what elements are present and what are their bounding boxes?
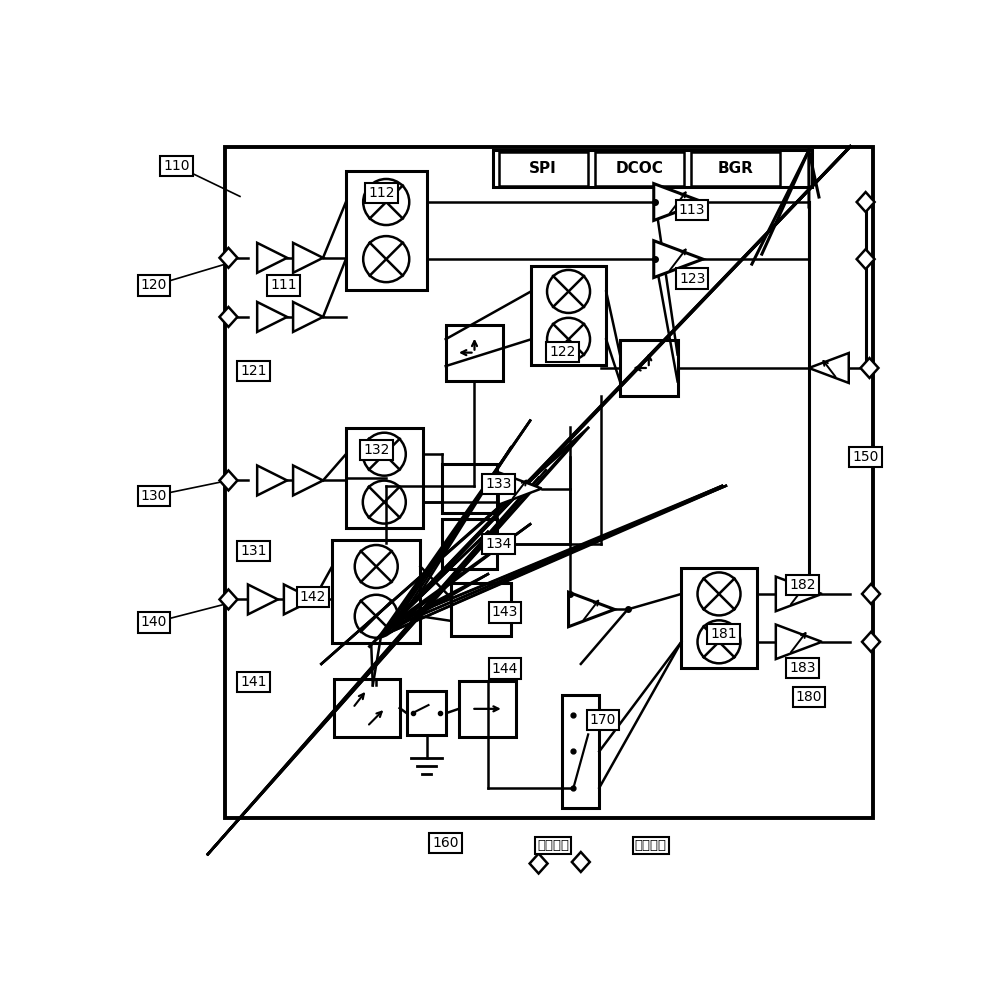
Bar	[334, 679, 400, 737]
Bar	[620, 340, 678, 396]
Polygon shape	[809, 353, 849, 383]
Text: 140: 140	[141, 615, 167, 629]
Polygon shape	[257, 302, 287, 332]
Text: 123: 123	[679, 271, 705, 285]
Bar	[346, 429, 423, 528]
Polygon shape	[293, 466, 323, 496]
Polygon shape	[776, 576, 822, 611]
Bar	[332, 539, 420, 643]
Text: 112: 112	[368, 185, 394, 199]
Text: 143: 143	[492, 605, 518, 619]
Bar	[562, 695, 599, 809]
Text: 160: 160	[432, 835, 459, 849]
Bar	[346, 171, 427, 290]
Text: 180: 180	[796, 690, 822, 704]
Polygon shape	[219, 471, 237, 491]
Polygon shape	[862, 584, 880, 604]
Bar	[451, 583, 511, 635]
Bar	[442, 518, 497, 568]
Text: 131: 131	[241, 544, 267, 558]
Text: 输出端口: 输出端口	[537, 839, 569, 852]
Bar	[459, 681, 516, 737]
Text: 142: 142	[300, 590, 326, 604]
Bar	[595, 152, 684, 185]
Text: DCOC: DCOC	[615, 162, 663, 176]
Polygon shape	[572, 852, 590, 872]
Text: BGR: BGR	[717, 162, 753, 176]
Text: 120: 120	[141, 278, 167, 292]
Polygon shape	[219, 589, 237, 609]
Text: 141: 141	[241, 675, 267, 689]
Polygon shape	[219, 307, 237, 327]
Polygon shape	[654, 183, 703, 220]
Text: 132: 132	[363, 443, 390, 457]
Text: 113: 113	[679, 203, 705, 217]
Bar	[681, 568, 757, 668]
Polygon shape	[293, 302, 323, 332]
Bar	[446, 325, 503, 381]
Bar	[225, 147, 873, 819]
Text: 111: 111	[270, 278, 297, 292]
Polygon shape	[776, 624, 822, 659]
Polygon shape	[293, 243, 323, 273]
Bar	[499, 152, 588, 185]
Polygon shape	[257, 243, 287, 273]
Text: 133: 133	[485, 478, 512, 492]
Text: SPI: SPI	[529, 162, 557, 176]
Polygon shape	[499, 473, 542, 504]
Polygon shape	[857, 192, 875, 212]
Text: 144: 144	[492, 662, 518, 676]
Text: 183: 183	[789, 661, 816, 675]
Text: 输入端口: 输入端口	[635, 839, 667, 852]
Polygon shape	[857, 249, 875, 269]
Text: 122: 122	[549, 345, 576, 359]
Bar	[442, 464, 497, 513]
Polygon shape	[862, 632, 880, 652]
Text: 130: 130	[141, 489, 167, 502]
Polygon shape	[248, 584, 278, 614]
Polygon shape	[257, 466, 287, 496]
Text: 182: 182	[789, 578, 816, 592]
Bar	[691, 152, 780, 185]
Text: 110: 110	[163, 159, 190, 172]
Text: 121: 121	[241, 365, 267, 379]
Bar	[407, 691, 446, 736]
Text: 170: 170	[590, 713, 616, 727]
Text: 134: 134	[485, 537, 512, 551]
Bar	[531, 265, 606, 365]
Polygon shape	[219, 248, 237, 268]
Bar	[493, 151, 812, 187]
Polygon shape	[284, 584, 314, 614]
Text: 150: 150	[852, 451, 879, 465]
Polygon shape	[860, 358, 878, 378]
Polygon shape	[654, 240, 703, 277]
Text: 181: 181	[710, 627, 737, 641]
Polygon shape	[569, 592, 615, 627]
Polygon shape	[530, 853, 548, 873]
